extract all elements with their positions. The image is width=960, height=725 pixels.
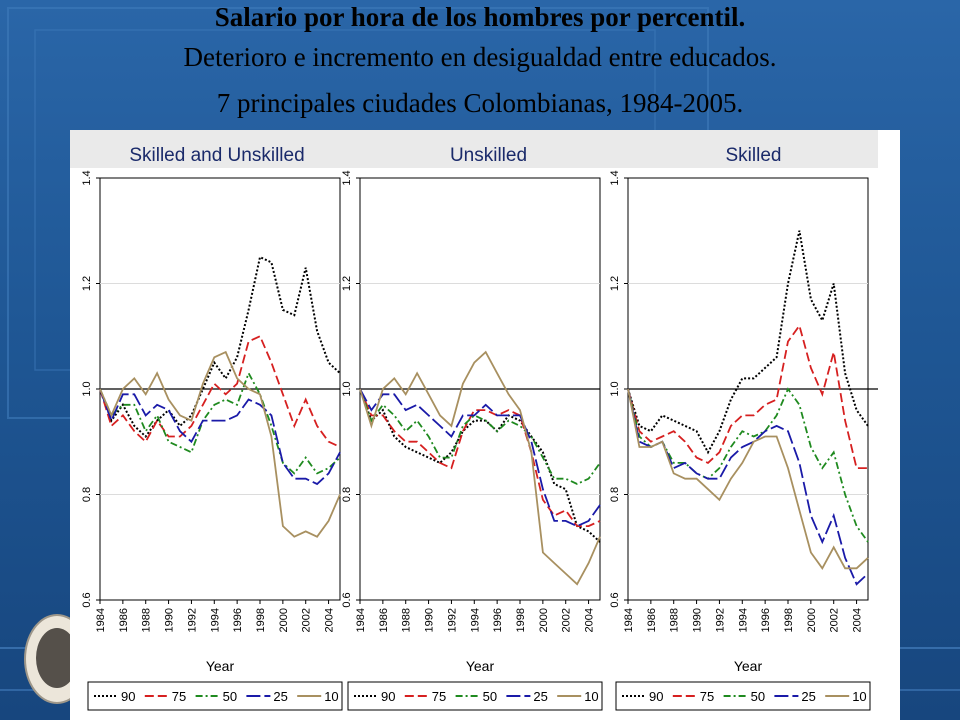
x-tick-label: 1988 <box>141 608 153 632</box>
legend-label-10: 10 <box>584 689 598 704</box>
chart-header <box>613 130 878 168</box>
y-tick-label: 0.6 <box>341 592 353 607</box>
series-line-50 <box>627 387 869 543</box>
y-tick-label: 0.8 <box>341 487 353 502</box>
series-line-50 <box>359 388 601 485</box>
series-line-10 <box>99 350 341 538</box>
line-charts: Skilled and Unskilled 0.6 0.8 1.0 1.2 1.4 1984… <box>70 130 878 711</box>
x-tick-label: 1998 <box>515 608 527 632</box>
y-tick-label: 1.0 <box>341 381 353 396</box>
chart-2: Unskilled 0.6 0.8 1.0 1.2 1.4 1984 1986 1988 1990… <box>341 130 613 711</box>
x-tick-label: 1984 <box>355 608 367 632</box>
x-tick-label: 2000 <box>806 608 818 632</box>
chart-title: Skilled <box>726 145 782 166</box>
x-tick-label: 1986 <box>118 608 130 632</box>
legend-label-90: 90 <box>649 689 663 704</box>
legend-label-10: 10 <box>852 689 866 704</box>
series-line-75 <box>99 334 341 448</box>
x-axis-label: Year <box>734 658 763 674</box>
series-line-50 <box>99 371 341 475</box>
series-line-90 <box>627 230 869 455</box>
legend-label-75: 75 <box>172 689 186 704</box>
x-tick-label: 1992 <box>714 608 726 632</box>
chart-header <box>70 130 348 168</box>
legend-label-25: 25 <box>801 689 815 704</box>
x-tick-label: 2002 <box>301 608 313 632</box>
series-line-25 <box>359 388 601 528</box>
x-tick-label: 1992 <box>446 608 458 632</box>
x-tick-label: 1990 <box>164 608 176 632</box>
x-tick-label: 1994 <box>209 608 221 632</box>
x-tick-label: 1988 <box>669 608 681 632</box>
x-tick-label: 2004 <box>324 608 336 632</box>
legend-label-90: 90 <box>121 689 135 704</box>
legend-label-25: 25 <box>273 689 287 704</box>
series-line-90 <box>99 255 341 439</box>
legend-label-90: 90 <box>381 689 395 704</box>
series-line-75 <box>359 388 601 528</box>
y-tick-label: 1.0 <box>81 381 93 396</box>
legend-label-25: 25 <box>533 689 547 704</box>
x-tick-label: 1994 <box>737 608 749 632</box>
y-tick-label: 1.4 <box>341 170 353 185</box>
y-tick-label: 0.8 <box>81 487 93 502</box>
title-line-2: Deterioro e incremento en desigualdad en… <box>183 42 777 72</box>
x-axis-label: Year <box>206 658 235 674</box>
y-tick-label: 0.6 <box>81 592 93 607</box>
x-tick-label: 1984 <box>623 608 635 632</box>
series-line-75 <box>627 323 868 470</box>
x-tick-label: 1996 <box>760 608 772 632</box>
x-tick-label: 2000 <box>278 608 290 632</box>
y-tick-label: 1.2 <box>341 276 353 291</box>
x-tick-label: 2004 <box>852 608 864 632</box>
x-tick-label: 2000 <box>538 608 550 632</box>
y-tick-label: 1.4 <box>81 170 93 185</box>
legend-label-50: 50 <box>751 689 765 704</box>
x-tick-label: 1996 <box>232 608 244 632</box>
x-tick-label: 2002 <box>561 608 573 632</box>
legend-label-10: 10 <box>324 689 338 704</box>
x-tick-label: 1998 <box>783 608 795 632</box>
y-tick-label: 1.2 <box>609 276 621 291</box>
x-tick-label: 1994 <box>469 608 481 632</box>
x-tick-label: 1998 <box>255 608 267 632</box>
x-tick-label: 1986 <box>646 608 658 632</box>
x-tick-label: 1990 <box>692 608 704 632</box>
y-tick-label: 1.2 <box>81 276 93 291</box>
x-tick-label: 2004 <box>584 608 596 632</box>
title-line-1: Salario por hora de los hombres por perc… <box>214 2 746 32</box>
legend-label-75: 75 <box>432 689 446 704</box>
y-tick-label: 0.8 <box>609 487 621 502</box>
x-tick-label: 1990 <box>424 608 436 632</box>
legend-label-50: 50 <box>223 689 237 704</box>
chart-title: Skilled and Unskilled <box>129 145 304 166</box>
series-line-10 <box>627 388 869 570</box>
chart-header <box>348 130 613 168</box>
legend-label-50: 50 <box>483 689 497 704</box>
chart-3: Skilled 0.6 0.8 1.0 1.2 1.4 1984 1986 1988 1990 19… <box>609 130 878 711</box>
x-tick-label: 1996 <box>492 608 504 632</box>
x-tick-label: 1992 <box>186 608 198 632</box>
y-tick-label: 0.6 <box>609 592 621 607</box>
y-tick-label: 1.4 <box>609 170 621 185</box>
x-tick-label: 1986 <box>378 608 390 632</box>
series-line-25 <box>99 388 341 486</box>
x-axis-label: Year <box>466 658 495 674</box>
chart-1: Skilled and Unskilled 0.6 0.8 1.0 1.2 1.4 1984… <box>70 130 348 711</box>
series-line-90 <box>359 388 601 543</box>
x-tick-label: 2002 <box>829 608 841 632</box>
y-tick-label: 1.0 <box>609 381 621 396</box>
series-line-10 <box>359 350 601 586</box>
legend-label-75: 75 <box>700 689 714 704</box>
x-tick-label: 1988 <box>401 608 413 632</box>
x-tick-label: 1984 <box>95 608 107 632</box>
chart-panel: Skilled and Unskilled 0.6 0.8 1.0 1.2 1.4 1984… <box>70 130 900 720</box>
chart-title: Unskilled <box>450 145 527 166</box>
title-line-3: 7 principales ciudades Colombianas, 1984… <box>216 88 744 118</box>
